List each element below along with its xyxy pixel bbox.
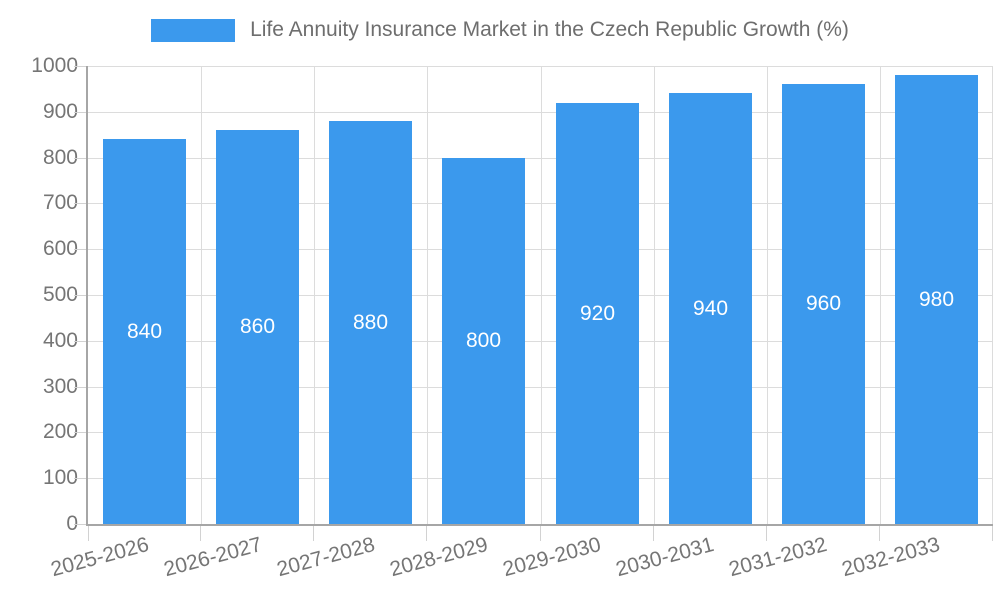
x-axis-labels: 2025-2026 2026-2027 2027-2028 2028-2029 2029…	[48, 533, 993, 600]
x-tick-label: 2032-2033	[838, 533, 942, 582]
x-tick-label: 2028-2029	[386, 533, 490, 582]
plot-area: 840 860 880 800 920 940 960 980	[74, 66, 993, 541]
y-gridline	[88, 112, 993, 113]
y-gridline	[88, 295, 993, 296]
x-tick	[879, 526, 880, 541]
bar-value-label: 860	[239, 315, 276, 338]
y-tick	[74, 203, 86, 204]
x-tick	[653, 526, 654, 541]
bar-value-label: 840	[126, 319, 163, 343]
y-tick-label: 900	[42, 100, 78, 123]
y-gridline	[88, 203, 993, 204]
y-tick-label: 1000	[31, 54, 78, 77]
y-tick	[74, 478, 86, 479]
legend-swatch	[151, 18, 236, 42]
bar[interactable]: 860	[216, 130, 299, 524]
y-tick	[74, 66, 86, 67]
x-gridline	[767, 66, 768, 524]
x-tick	[200, 526, 201, 541]
chart-legend[interactable]: Life Annuity Insurance Market in the Cze…	[0, 16, 1000, 44]
y-gridline	[88, 66, 993, 67]
x-tick-label: 2026-2027	[160, 533, 264, 582]
x-tick	[313, 526, 314, 541]
bar-value-label: 880	[352, 310, 389, 334]
y-tick-label: 800	[42, 146, 78, 169]
bar[interactable]: 840	[103, 139, 186, 524]
bar-value-label: 940	[692, 296, 729, 320]
bar-value-label: 800	[465, 329, 502, 352]
y-tick	[74, 295, 86, 296]
y-tick	[74, 341, 86, 342]
bar-value-label: 960	[805, 292, 842, 315]
y-gridline	[88, 478, 993, 479]
x-tick-label: 2030-2031	[612, 533, 716, 582]
y-tick-label: 300	[42, 375, 78, 398]
y-tick	[74, 524, 86, 525]
x-tick-label: 2031-2032	[725, 533, 829, 582]
bar-value-label: 920	[579, 301, 616, 325]
legend-series-label: Life Annuity Insurance Market in the Cze…	[250, 18, 849, 41]
y-tick	[74, 158, 86, 159]
y-tick-label: 700	[42, 191, 78, 214]
y-tick	[74, 387, 86, 388]
bar[interactable]: 980	[895, 75, 978, 524]
x-tick	[426, 526, 427, 541]
x-gridline	[201, 66, 202, 524]
y-tick-label: 500	[42, 283, 78, 306]
y-gridline	[88, 158, 993, 159]
x-tick-label: 2029-2030	[499, 533, 603, 582]
x-tick	[88, 526, 89, 541]
y-gridline	[88, 432, 993, 433]
x-tick-label: 2027-2028	[273, 533, 377, 582]
bar[interactable]: 800	[442, 158, 525, 524]
x-tick	[766, 526, 767, 541]
x-tick-label: 2025-2026	[47, 533, 151, 582]
x-gridline	[314, 66, 315, 524]
x-gridline	[541, 66, 542, 524]
x-tick	[992, 526, 993, 541]
y-tick-label: 100	[42, 466, 78, 489]
y-axis-labels: 0 100 200 300 400 500 600 700 800 900 1000	[0, 54, 78, 535]
y-tick	[74, 112, 86, 113]
bar-value-label: 980	[918, 287, 955, 311]
y-tick-label: 600	[42, 237, 78, 260]
y-tick-label: 200	[42, 420, 78, 443]
y-tick	[74, 432, 86, 433]
y-gridline	[88, 249, 993, 250]
x-gridline	[654, 66, 655, 524]
y-tick-label: 0	[66, 512, 78, 535]
bar[interactable]: 920	[556, 103, 639, 524]
y-tick	[74, 249, 86, 250]
y-tick-label: 400	[42, 329, 78, 352]
x-gridline	[427, 66, 428, 524]
bar[interactable]: 940	[669, 93, 752, 524]
y-gridline	[88, 341, 993, 342]
x-tick	[540, 526, 541, 541]
x-gridline	[880, 66, 881, 524]
bar[interactable]: 960	[782, 84, 865, 524]
x-gridline	[992, 66, 993, 524]
bar[interactable]: 880	[329, 121, 412, 524]
y-gridline	[88, 387, 993, 388]
